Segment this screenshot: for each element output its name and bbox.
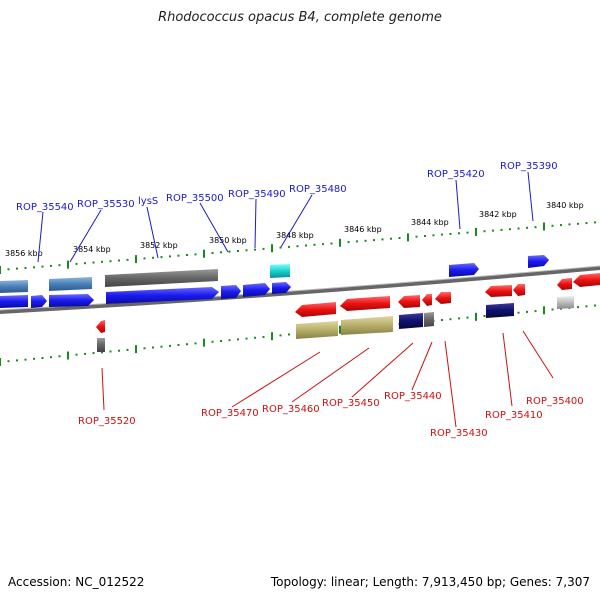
gene-label[interactable]: ROP_35410 [485, 410, 543, 421]
gene-feature[interactable] [485, 285, 512, 297]
gene-label[interactable]: ROP_35490 [228, 189, 286, 200]
gene-label[interactable]: ROP_35530 [77, 199, 135, 210]
axis-label: 3854 kbp [73, 245, 111, 254]
gene-feature[interactable] [424, 312, 434, 327]
top-label-leaders [37, 171, 534, 263]
gene-feature[interactable] [486, 303, 514, 318]
gene-feature[interactable] [295, 302, 336, 317]
gene-feature[interactable] [399, 313, 423, 329]
bottom-gene-labels: ROP_35520 ROP_35470 ROP_35460 ROP_35450 … [78, 391, 584, 439]
gene-feature[interactable] [0, 280, 28, 293]
axis-label: 3846 kbp [344, 225, 382, 234]
gene-label[interactable]: ROP_35520 [78, 416, 136, 427]
axis-label: 3856 kbp [5, 249, 43, 258]
gene-label[interactable]: ROP_35450 [322, 398, 380, 409]
gene-feature[interactable] [435, 292, 451, 304]
gene-feature[interactable] [340, 296, 390, 311]
gene-feature[interactable] [528, 255, 549, 268]
gene-feature[interactable] [31, 295, 47, 308]
genome-summary-text: Topology: linear; Length: 7,913,450 bp; … [270, 575, 590, 589]
gene-label[interactable]: ROP_35470 [201, 408, 259, 419]
gene-label[interactable]: ROP_35420 [427, 169, 485, 180]
gene-label[interactable]: ROP_35400 [526, 396, 584, 407]
gene-feature[interactable] [106, 287, 219, 304]
gene-feature[interactable] [97, 338, 105, 352]
gene-feature[interactable] [296, 321, 338, 339]
gene-feature[interactable] [557, 278, 572, 290]
gene-label[interactable]: ROP_35460 [262, 404, 320, 415]
gene-feature[interactable] [243, 283, 270, 297]
gene-feature[interactable] [341, 316, 393, 335]
accession-text: Accession: NC_012522 [8, 575, 145, 589]
gene-feature[interactable] [49, 294, 94, 307]
gene-feature[interactable] [449, 263, 479, 277]
gene-label[interactable]: ROP_35500 [166, 193, 224, 204]
gene-feature[interactable] [49, 277, 92, 291]
gene-feature[interactable] [0, 295, 28, 308]
axis-labels: 3856 kbp 3854 kbp 3852 kbp 3850 kbp 3848… [5, 201, 584, 258]
gene-feature[interactable] [422, 294, 432, 306]
axis-label: 3850 kbp [209, 236, 247, 245]
axis-label: 3848 kbp [276, 231, 314, 240]
gene-label[interactable]: ROP_35480 [289, 184, 347, 195]
genome-title: Rhodococcus opacus B4, complete genome [158, 10, 442, 25]
gene-feature[interactable] [221, 285, 241, 299]
gene-label[interactable]: ROP_35390 [500, 161, 558, 172]
axis-label: 3852 kbp [140, 241, 178, 250]
gene-feature[interactable] [105, 269, 218, 287]
gene-feature[interactable] [272, 282, 291, 294]
gene-feature[interactable] [573, 273, 600, 287]
gene-feature[interactable] [270, 264, 290, 278]
gene-feature[interactable] [398, 295, 420, 308]
gene-feature[interactable] [513, 284, 525, 296]
axis-label: 3844 kbp [411, 218, 449, 227]
gene-label[interactable]: ROP_35440 [384, 391, 442, 402]
gene-label[interactable]: lysS [138, 196, 158, 207]
upper-tick-track [0, 221, 596, 274]
gene-label[interactable]: ROP_35540 [16, 202, 74, 213]
genome-backbone [0, 266, 600, 314]
gene-feature[interactable] [96, 320, 105, 333]
forward-strand-genes [0, 255, 549, 308]
top-gene-labels: ROP_35540 ROP_35530 lysS ROP_35500 ROP_3… [16, 161, 558, 213]
gene-label[interactable]: ROP_35430 [430, 428, 488, 439]
axis-label: 3840 kbp [546, 201, 584, 210]
reverse-strand-genes [96, 273, 600, 352]
axis-label: 3842 kbp [479, 210, 517, 219]
bottom-label-leaders [101, 330, 554, 428]
gene-feature[interactable] [557, 296, 574, 309]
